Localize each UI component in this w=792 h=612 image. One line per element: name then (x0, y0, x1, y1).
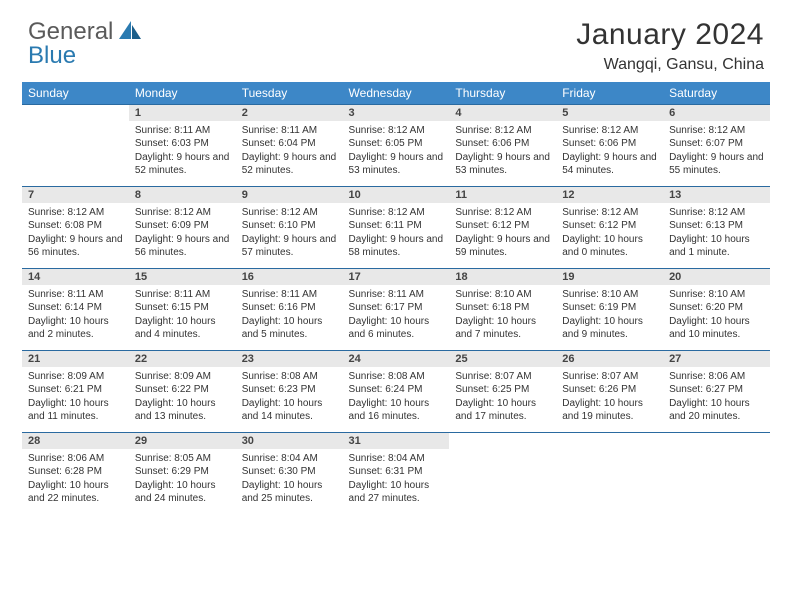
day-detail-row: Sunrise: 8:09 AMSunset: 6:21 PMDaylight:… (22, 367, 770, 433)
day-number-cell: 9 (236, 187, 343, 203)
day-detail-cell: Sunrise: 8:12 AMSunset: 6:11 PMDaylight:… (343, 203, 450, 269)
day-number-cell: 31 (343, 433, 450, 449)
day-detail-cell (663, 449, 770, 515)
month-title: January 2024 (576, 18, 764, 52)
day-number-row: 14151617181920 (22, 269, 770, 285)
day-detail-cell: Sunrise: 8:11 AMSunset: 6:04 PMDaylight:… (236, 121, 343, 187)
day-detail-cell: Sunrise: 8:12 AMSunset: 6:06 PMDaylight:… (556, 121, 663, 187)
header: General January 2024 Wangqi, Gansu, Chin… (0, 0, 792, 82)
day-detail-cell: Sunrise: 8:11 AMSunset: 6:14 PMDaylight:… (22, 285, 129, 351)
day-detail-cell: Sunrise: 8:12 AMSunset: 6:08 PMDaylight:… (22, 203, 129, 269)
day-detail-cell (22, 121, 129, 187)
day-detail-row: Sunrise: 8:11 AMSunset: 6:03 PMDaylight:… (22, 121, 770, 187)
day-number-cell (449, 433, 556, 449)
day-detail-cell: Sunrise: 8:12 AMSunset: 6:13 PMDaylight:… (663, 203, 770, 269)
weekday-header: Monday (129, 82, 236, 105)
day-detail-cell: Sunrise: 8:12 AMSunset: 6:06 PMDaylight:… (449, 121, 556, 187)
day-number-cell: 13 (663, 187, 770, 203)
day-number-cell: 21 (22, 351, 129, 367)
day-detail-cell: Sunrise: 8:06 AMSunset: 6:27 PMDaylight:… (663, 367, 770, 433)
day-number-cell: 11 (449, 187, 556, 203)
weekday-header: Sunday (22, 82, 129, 105)
day-number-cell: 22 (129, 351, 236, 367)
day-number-cell: 14 (22, 269, 129, 285)
day-detail-cell: Sunrise: 8:10 AMSunset: 6:20 PMDaylight:… (663, 285, 770, 351)
title-block: January 2024 Wangqi, Gansu, China (576, 18, 764, 74)
day-detail-cell: Sunrise: 8:12 AMSunset: 6:12 PMDaylight:… (449, 203, 556, 269)
day-number-cell: 3 (343, 105, 450, 121)
day-number-cell (663, 433, 770, 449)
day-number-cell: 20 (663, 269, 770, 285)
day-detail-cell: Sunrise: 8:04 AMSunset: 6:30 PMDaylight:… (236, 449, 343, 515)
calendar-table: Sunday Monday Tuesday Wednesday Thursday… (22, 82, 770, 515)
day-number-cell: 5 (556, 105, 663, 121)
day-number-cell (556, 433, 663, 449)
day-number-cell: 2 (236, 105, 343, 121)
weekday-header: Wednesday (343, 82, 450, 105)
day-number-cell: 15 (129, 269, 236, 285)
weekday-header-row: Sunday Monday Tuesday Wednesday Thursday… (22, 82, 770, 105)
day-detail-cell: Sunrise: 8:12 AMSunset: 6:05 PMDaylight:… (343, 121, 450, 187)
day-number-row: 21222324252627 (22, 351, 770, 367)
day-detail-cell: Sunrise: 8:10 AMSunset: 6:19 PMDaylight:… (556, 285, 663, 351)
day-number-cell: 19 (556, 269, 663, 285)
day-detail-cell: Sunrise: 8:12 AMSunset: 6:07 PMDaylight:… (663, 121, 770, 187)
day-number-cell: 18 (449, 269, 556, 285)
day-number-cell: 7 (22, 187, 129, 203)
day-detail-cell: Sunrise: 8:07 AMSunset: 6:26 PMDaylight:… (556, 367, 663, 433)
logo-text-blue: Blue (28, 42, 76, 69)
day-detail-cell: Sunrise: 8:11 AMSunset: 6:03 PMDaylight:… (129, 121, 236, 187)
day-detail-cell: Sunrise: 8:09 AMSunset: 6:22 PMDaylight:… (129, 367, 236, 433)
day-number-cell: 24 (343, 351, 450, 367)
day-number-cell: 28 (22, 433, 129, 449)
day-number-cell (22, 105, 129, 121)
day-number-cell: 4 (449, 105, 556, 121)
day-detail-row: Sunrise: 8:06 AMSunset: 6:28 PMDaylight:… (22, 449, 770, 515)
day-number-cell: 29 (129, 433, 236, 449)
day-detail-cell: Sunrise: 8:04 AMSunset: 6:31 PMDaylight:… (343, 449, 450, 515)
weekday-header: Saturday (663, 82, 770, 105)
day-detail-row: Sunrise: 8:11 AMSunset: 6:14 PMDaylight:… (22, 285, 770, 351)
day-number-row: 28293031 (22, 433, 770, 449)
day-number-cell: 30 (236, 433, 343, 449)
day-number-cell: 6 (663, 105, 770, 121)
day-detail-cell: Sunrise: 8:11 AMSunset: 6:16 PMDaylight:… (236, 285, 343, 351)
location-text: Wangqi, Gansu, China (576, 56, 764, 74)
day-number-cell: 12 (556, 187, 663, 203)
day-number-cell: 23 (236, 351, 343, 367)
weekday-header: Tuesday (236, 82, 343, 105)
day-detail-cell: Sunrise: 8:12 AMSunset: 6:09 PMDaylight:… (129, 203, 236, 269)
day-detail-row: Sunrise: 8:12 AMSunset: 6:08 PMDaylight:… (22, 203, 770, 269)
day-detail-cell: Sunrise: 8:09 AMSunset: 6:21 PMDaylight:… (22, 367, 129, 433)
day-number-row: 123456 (22, 105, 770, 121)
day-detail-cell: Sunrise: 8:06 AMSunset: 6:28 PMDaylight:… (22, 449, 129, 515)
day-number-cell: 10 (343, 187, 450, 203)
day-detail-cell: Sunrise: 8:12 AMSunset: 6:10 PMDaylight:… (236, 203, 343, 269)
day-detail-cell: Sunrise: 8:12 AMSunset: 6:12 PMDaylight:… (556, 203, 663, 269)
logo-sail-icon (117, 19, 143, 46)
weekday-header: Thursday (449, 82, 556, 105)
day-number-cell: 1 (129, 105, 236, 121)
day-detail-cell (556, 449, 663, 515)
day-number-row: 78910111213 (22, 187, 770, 203)
day-detail-cell: Sunrise: 8:11 AMSunset: 6:15 PMDaylight:… (129, 285, 236, 351)
day-number-cell: 27 (663, 351, 770, 367)
day-detail-cell: Sunrise: 8:08 AMSunset: 6:23 PMDaylight:… (236, 367, 343, 433)
day-number-cell: 26 (556, 351, 663, 367)
day-number-cell: 16 (236, 269, 343, 285)
day-number-cell: 8 (129, 187, 236, 203)
weekday-header: Friday (556, 82, 663, 105)
day-number-cell: 25 (449, 351, 556, 367)
day-detail-cell: Sunrise: 8:11 AMSunset: 6:17 PMDaylight:… (343, 285, 450, 351)
day-number-cell: 17 (343, 269, 450, 285)
day-detail-cell: Sunrise: 8:05 AMSunset: 6:29 PMDaylight:… (129, 449, 236, 515)
day-detail-cell (449, 449, 556, 515)
day-detail-cell: Sunrise: 8:08 AMSunset: 6:24 PMDaylight:… (343, 367, 450, 433)
day-detail-cell: Sunrise: 8:10 AMSunset: 6:18 PMDaylight:… (449, 285, 556, 351)
day-detail-cell: Sunrise: 8:07 AMSunset: 6:25 PMDaylight:… (449, 367, 556, 433)
